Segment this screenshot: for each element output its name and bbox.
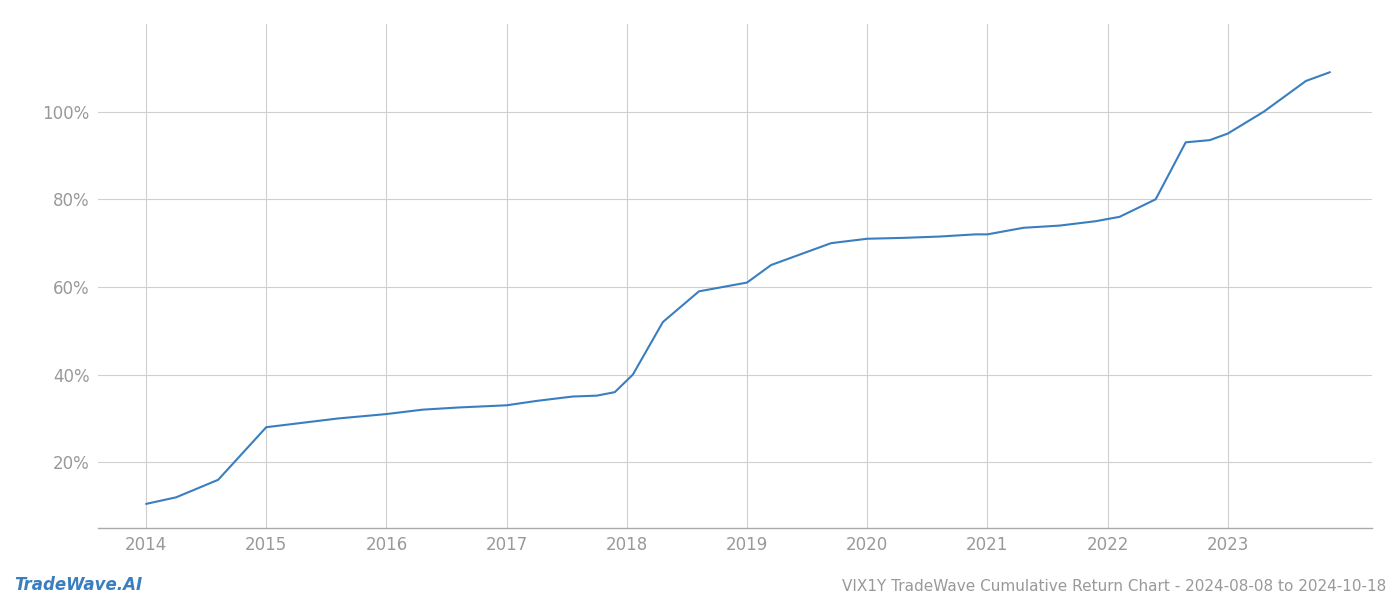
Text: VIX1Y TradeWave Cumulative Return Chart - 2024-08-08 to 2024-10-18: VIX1Y TradeWave Cumulative Return Chart … [841,579,1386,594]
Text: TradeWave.AI: TradeWave.AI [14,576,143,594]
